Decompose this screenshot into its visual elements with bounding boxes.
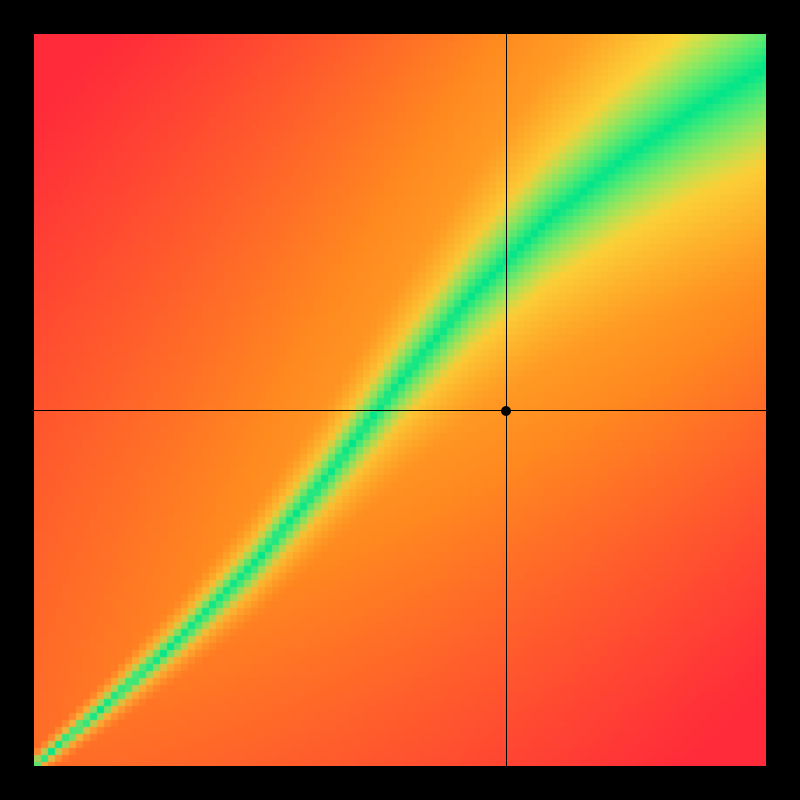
- chart-root: TheBottleneck.com: [0, 0, 800, 800]
- heatmap-canvas: [34, 34, 766, 766]
- plot-area: [34, 34, 766, 766]
- plot-frame: [0, 0, 800, 800]
- crosshair-dot: [501, 406, 511, 416]
- crosshair-vertical: [506, 34, 507, 766]
- crosshair-horizontal: [34, 410, 766, 411]
